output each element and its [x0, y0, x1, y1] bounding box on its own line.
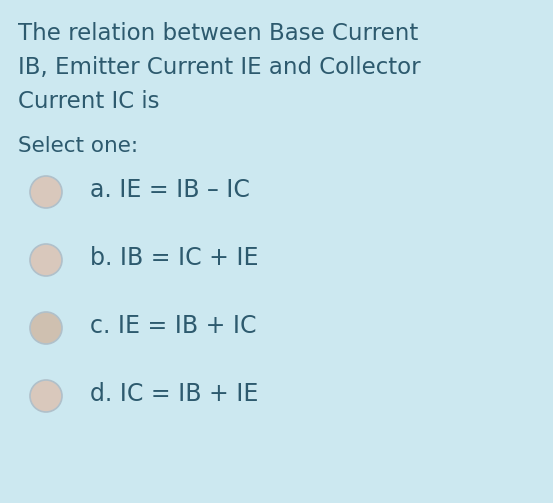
Circle shape [30, 312, 62, 344]
Text: The relation between Base Current: The relation between Base Current [18, 22, 418, 45]
Circle shape [30, 244, 62, 276]
Text: Select one:: Select one: [18, 136, 138, 156]
Text: c. IE = IB + IC: c. IE = IB + IC [90, 314, 257, 338]
Circle shape [30, 380, 62, 412]
Text: IB, Emitter Current IE and Collector: IB, Emitter Current IE and Collector [18, 56, 421, 79]
Text: b. IB = IC + IE: b. IB = IC + IE [90, 246, 258, 270]
Text: a. IE = IB – IC: a. IE = IB – IC [90, 178, 250, 202]
Text: d. IC = IB + IE: d. IC = IB + IE [90, 382, 258, 406]
Text: Current IC is: Current IC is [18, 90, 159, 113]
Circle shape [30, 176, 62, 208]
